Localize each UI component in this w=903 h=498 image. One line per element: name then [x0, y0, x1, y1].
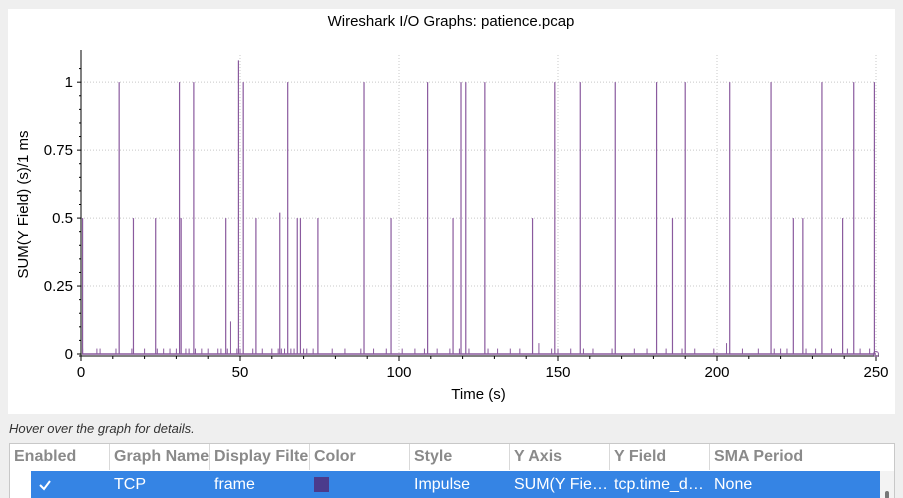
chart-title: Wireshark I/O Graphs: patience.pcap [328, 13, 575, 30]
y-tick-label: 0.25 [44, 278, 73, 295]
style-cell[interactable]: Impulse [414, 476, 471, 493]
x-axis-label: Time (s) [451, 386, 505, 403]
header-display-filter[interactable]: Display Filte [210, 444, 310, 470]
x-tick-label: 200 [704, 364, 729, 381]
y-tick-label: 0.5 [52, 210, 73, 227]
header-graph-name[interactable]: Graph Name [110, 444, 210, 470]
io-graph-plot[interactable]: Wireshark I/O Graphs: patience.pcap 0 0.25… [8, 9, 895, 414]
y-axis-cell[interactable]: SUM(Y Fie… [514, 476, 608, 493]
graph-list-table[interactable]: Enabled Graph Name Display Filte Color S… [9, 443, 895, 498]
table-row[interactable]: TCP frame Impulse SUM(Y Fie… tcp.time_d…… [31, 471, 880, 498]
x-tick-label: 50 [232, 364, 249, 381]
header-enabled[interactable]: Enabled [10, 444, 110, 470]
display-filter-cell[interactable]: frame [214, 476, 255, 493]
io-graph-chart[interactable]: Wireshark I/O Graphs: patience.pcap 0 0.25… [8, 9, 895, 414]
graph-name-cell[interactable]: TCP [114, 476, 146, 493]
header-y-axis[interactable]: Y Axis [510, 444, 610, 470]
x-tick-label: 0 [77, 364, 85, 381]
x-tick-label: 100 [386, 364, 411, 381]
y-axis-label: SUM(Y Field) (s)/1 ms [15, 130, 32, 278]
x-tick-label: 250 [863, 364, 888, 381]
sma-period-cell[interactable]: None [714, 476, 753, 493]
y-field-cell[interactable]: tcp.time_d… [614, 476, 704, 493]
end-marker [873, 351, 879, 357]
color-cell[interactable] [310, 471, 410, 498]
header-sma-period[interactable]: SMA Period [714, 448, 804, 465]
header-color[interactable]: Color [310, 444, 410, 470]
header-style[interactable]: Style [410, 444, 510, 470]
table-header-row: Enabled Graph Name Display Filte Color S… [10, 444, 894, 470]
checkmark-icon [39, 480, 51, 491]
y-tick-label: 0.75 [44, 142, 73, 159]
hover-hint-text: Hover over the graph for details. [9, 421, 195, 436]
y-tick-label: 1 [65, 74, 73, 91]
scrollbar-thumb[interactable] [885, 491, 889, 498]
tree-indent-gutter [10, 471, 32, 498]
y-tick-label: 0 [65, 346, 73, 363]
header-y-field[interactable]: Y Field [610, 444, 710, 470]
enabled-checkbox[interactable] [31, 471, 110, 498]
color-swatch[interactable] [314, 477, 329, 492]
x-tick-label: 150 [545, 364, 570, 381]
table-vertical-scrollbar[interactable] [880, 471, 894, 498]
